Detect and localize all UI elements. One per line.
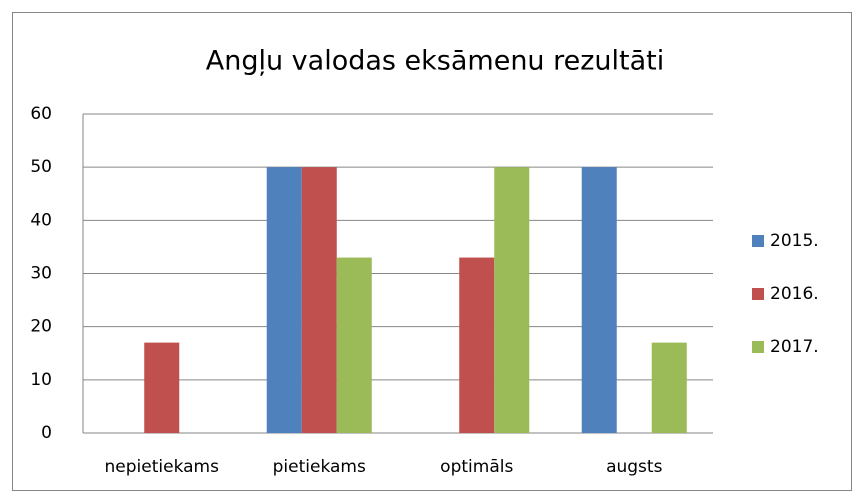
y-tick-label: 30	[30, 264, 52, 284]
legend-swatch	[752, 288, 764, 300]
bar	[581, 167, 617, 433]
bar	[336, 257, 372, 433]
bar	[459, 257, 495, 433]
bar	[266, 167, 302, 433]
y-tick-label: 60	[30, 104, 52, 124]
bar	[144, 342, 180, 433]
y-tick-label: 40	[30, 210, 52, 230]
legend-swatch	[752, 235, 764, 247]
legend-label: 2016.	[770, 284, 819, 304]
bar	[301, 167, 337, 433]
x-tick-label: optimāls	[440, 457, 513, 477]
legend-label: 2017.	[770, 337, 819, 357]
legend-label: 2015.	[770, 231, 819, 251]
chart-title: Angļu valodas eksāmenu rezultāti	[206, 46, 665, 77]
x-tick-label: pietiekams	[273, 457, 366, 477]
y-tick-label: 10	[30, 370, 52, 390]
bar	[651, 342, 687, 433]
bar	[494, 167, 530, 433]
chart-border	[12, 12, 852, 491]
legend-swatch	[752, 341, 764, 353]
y-tick-label: 20	[30, 317, 52, 337]
y-tick-label: 50	[30, 157, 52, 177]
x-tick-label: nepietiekams	[105, 457, 220, 477]
x-tick-label: augsts	[606, 457, 663, 477]
y-tick-label: 0	[41, 423, 52, 443]
